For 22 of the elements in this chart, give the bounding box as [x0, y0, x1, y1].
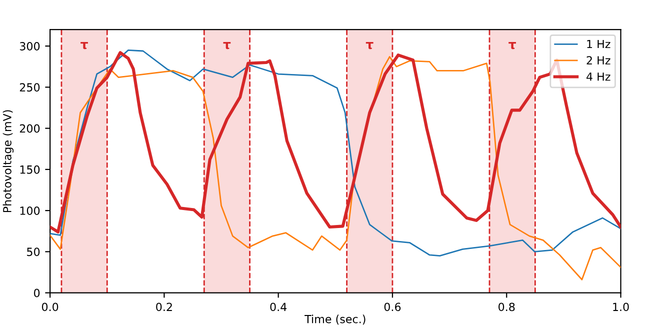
y-tick-label: 50: [27, 248, 40, 256]
x-tick-label: 1.0: [613, 302, 629, 312]
y-axis-title: Photovoltage (mV): [2, 110, 14, 212]
y-tick-label: 250: [20, 83, 40, 92]
band-label: τ: [80, 42, 88, 50]
y-tick-label: 100: [20, 206, 40, 215]
legend-label: 1 Hz: [587, 40, 610, 48]
x-axis-title: Time (sec.): [304, 314, 366, 325]
x-tick-label: 0.8: [498, 302, 515, 312]
legend-label: 4 Hz: [586, 72, 610, 81]
band-label: τ: [223, 42, 231, 50]
band-label: τ: [366, 42, 374, 50]
x-tick-label: 0.4: [270, 302, 287, 312]
y-tick-label: 0: [34, 288, 40, 298]
y-tick-label: 150: [20, 165, 40, 174]
x-tick-label: 0.6: [384, 302, 401, 312]
legend-label: 2 Hz: [586, 56, 610, 64]
x-tick-label: 0.0: [42, 302, 58, 312]
band-label: τ: [508, 42, 516, 50]
y-tick-label: 300: [20, 42, 40, 50]
x-tick-label: 0.2: [156, 302, 172, 312]
y-tick-label: 200: [20, 124, 40, 133]
